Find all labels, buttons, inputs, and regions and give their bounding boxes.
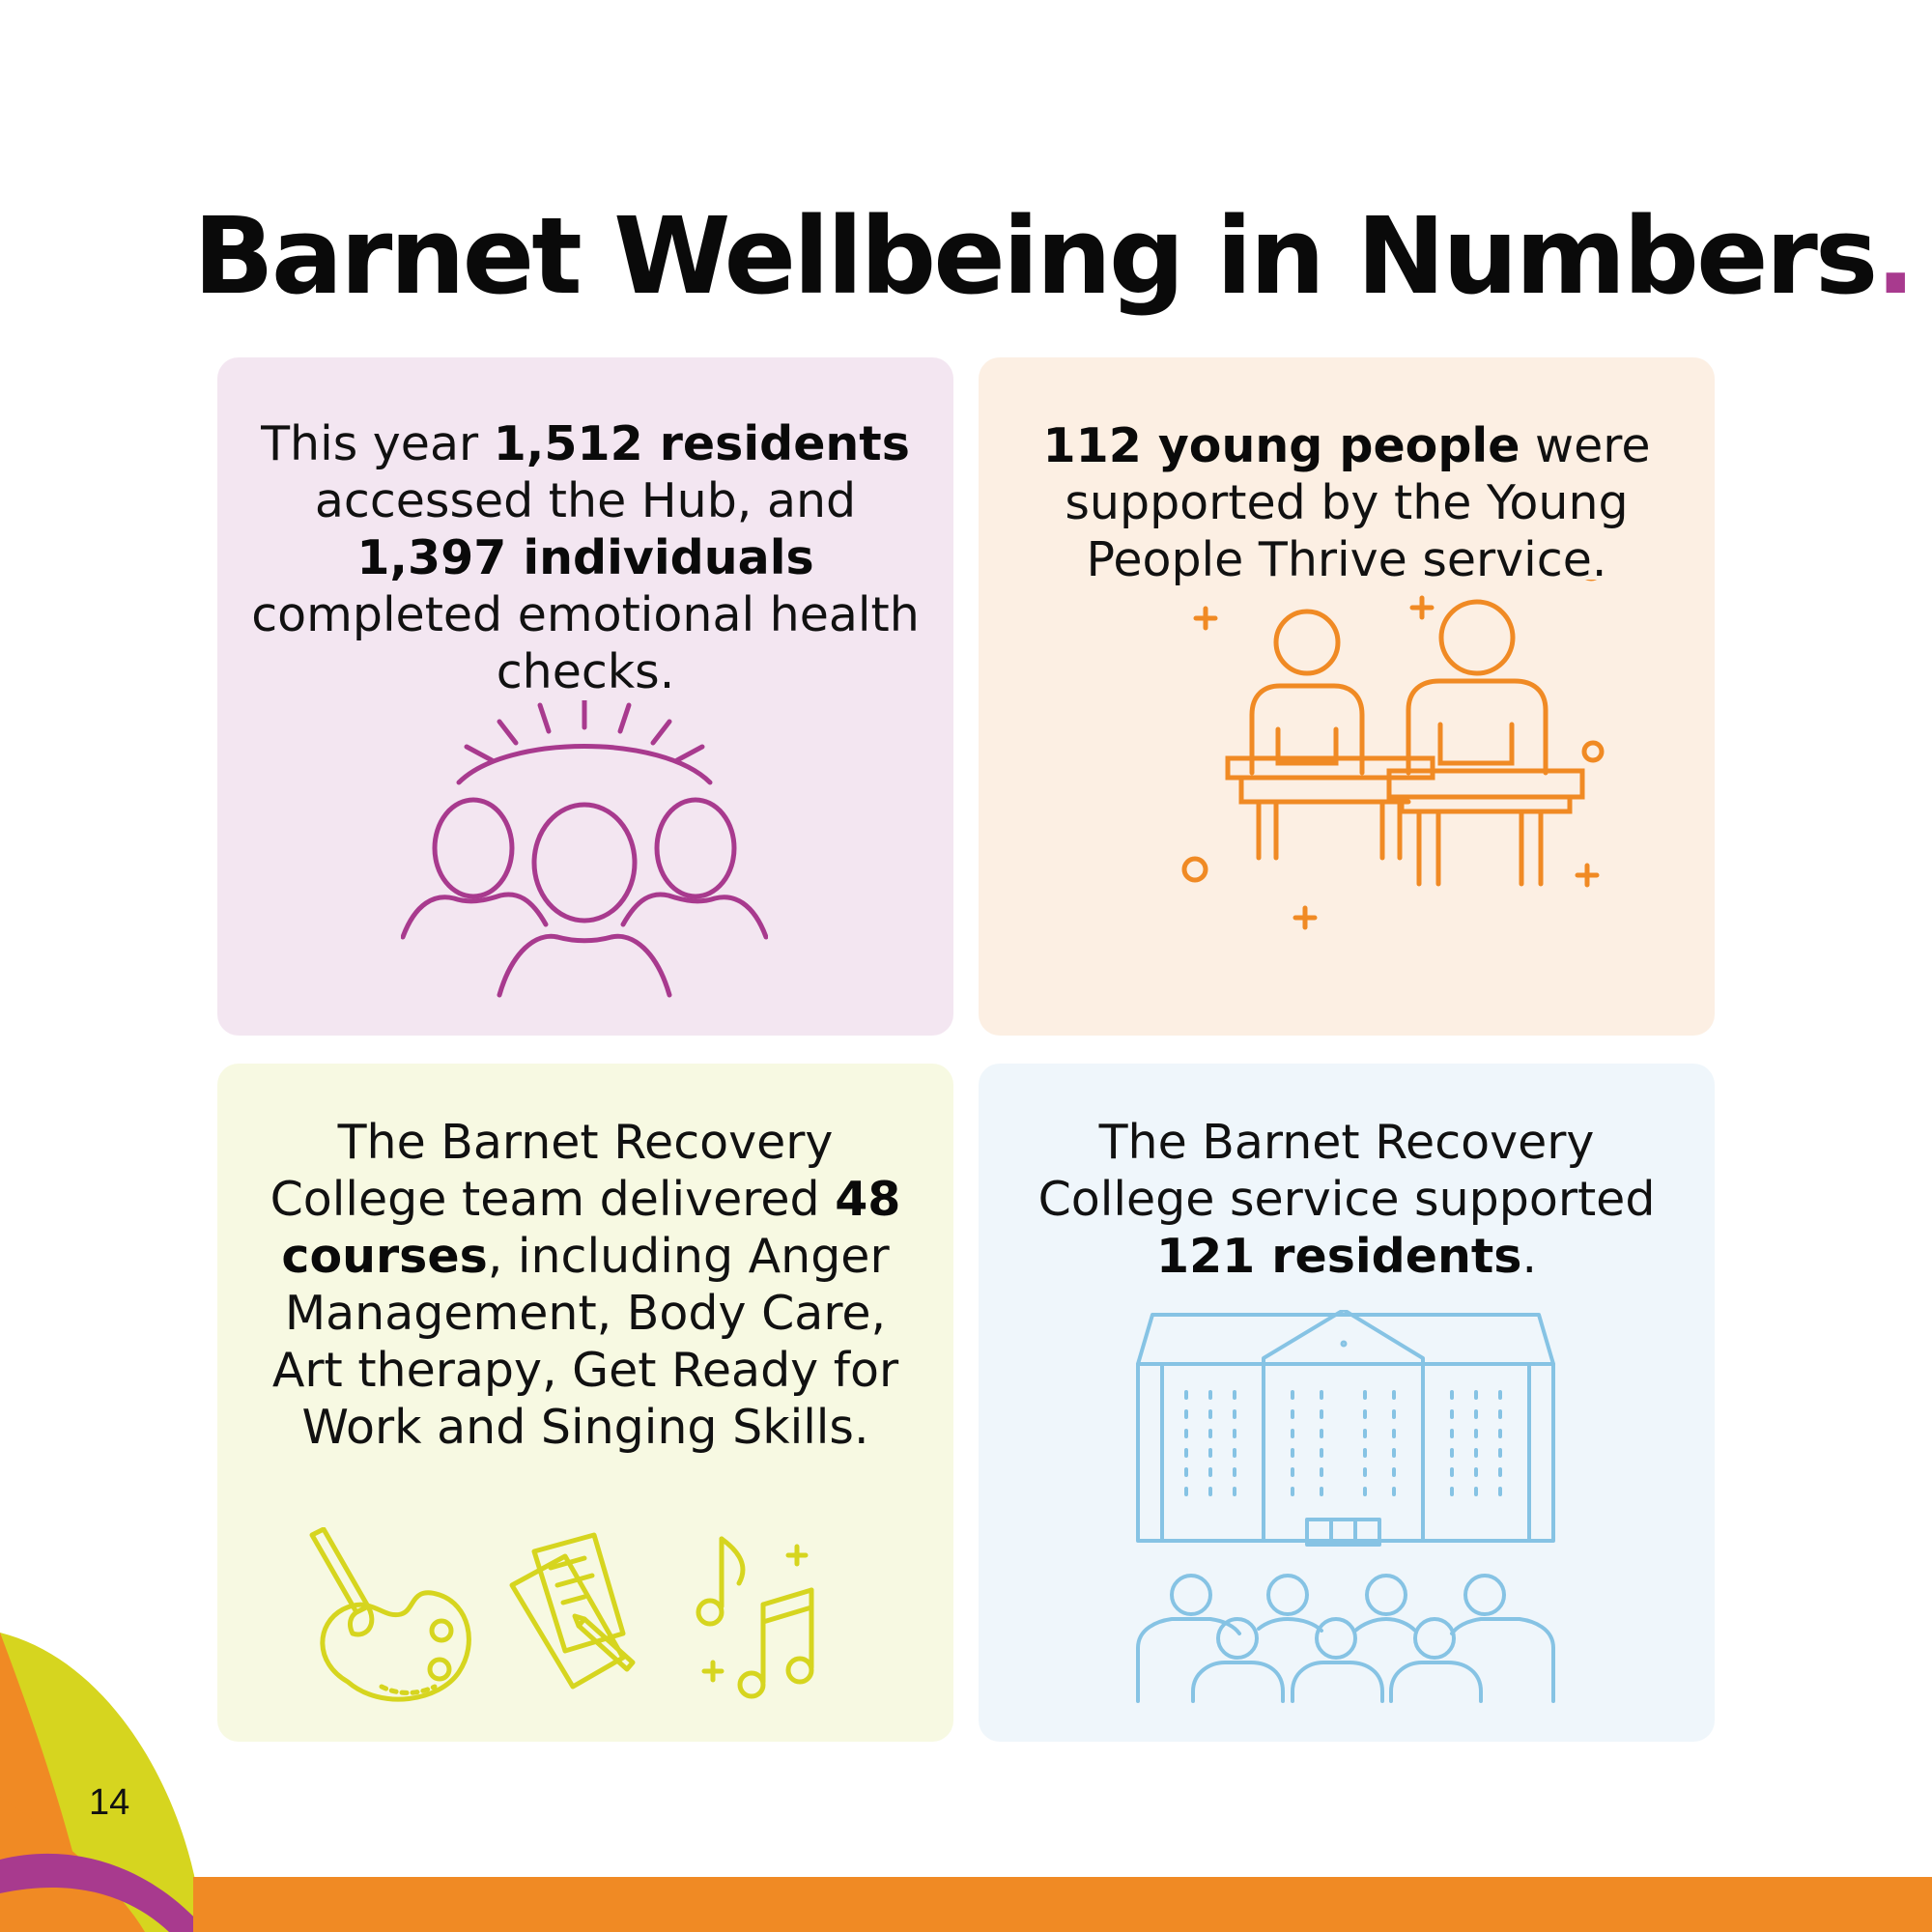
college-building-with-people-icon [1136, 1310, 1555, 1703]
hub-stats-text: This year 1,512 residents accessed the H… [251, 416, 920, 699]
purple-corner-arc [0, 1853, 208, 1932]
recovery-residents-card: The Barnet Recovery College service supp… [979, 1064, 1715, 1742]
students-at-desks-icon [1181, 580, 1605, 930]
young-people-count: 112 young people [1042, 418, 1520, 473]
courses-count: 48 courses [281, 1172, 901, 1284]
individuals-count: 1,397 individuals [356, 530, 814, 585]
young-people-text: 112 young people were supported by the Y… [1042, 418, 1651, 587]
recovery-residents-text: The Barnet Recovery College service supp… [1037, 1115, 1656, 1284]
title-accent-dot: . [1875, 194, 1916, 318]
residents-count: 1,512 residents [493, 416, 910, 471]
art-palette-icon [309, 1527, 471, 1702]
course-icons-row [309, 1527, 814, 1702]
hub-stats-card: This year 1,512 residents accessed the H… [217, 357, 953, 1036]
music-notes-icon [696, 1536, 814, 1699]
page-title: Barnet Wellbeing in Numbers. [193, 194, 1916, 318]
crowd-people [1136, 1574, 1555, 1703]
footer-bar [193, 1877, 1932, 1932]
group-people-icon [401, 700, 768, 998]
supported-residents-count: 121 residents [1155, 1229, 1522, 1284]
recovery-courses-text: The Barnet Recovery College team deliver… [270, 1115, 901, 1455]
recovery-courses-card: The Barnet Recovery College team deliver… [217, 1064, 953, 1742]
page-number: 14 [89, 1782, 130, 1823]
young-people-card: 112 young people were supported by the Y… [979, 357, 1715, 1036]
notes-writing-icon [509, 1532, 636, 1690]
